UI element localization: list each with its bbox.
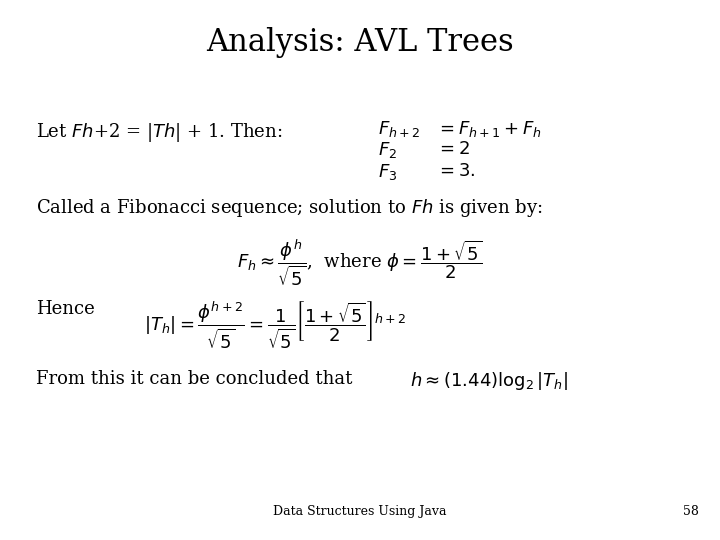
Text: $= F_{h+1}+F_h$: $= F_{h+1}+F_h$ [436, 119, 541, 139]
Text: Let $\mathit{Fh}$+2 = |$\mathit{Th}$| + 1. Then:: Let $\mathit{Fh}$+2 = |$\mathit{Th}$| + … [36, 122, 282, 145]
Text: Hence: Hence [36, 300, 95, 318]
Text: Analysis: AVL Trees: Analysis: AVL Trees [206, 27, 514, 58]
Text: Called a Fibonacci sequence; solution to $\mathit{Fh}$ is given by:: Called a Fibonacci sequence; solution to… [36, 197, 543, 219]
Text: $= 3.$: $= 3.$ [436, 162, 475, 180]
Text: From this it can be concluded that: From this it can be concluded that [36, 370, 352, 388]
Text: $h \approx (1.44)\log_2 |T_h|$: $h \approx (1.44)\log_2 |T_h|$ [410, 370, 568, 392]
Text: $F_2$: $F_2$ [378, 140, 397, 160]
Text: $= 2$: $= 2$ [436, 140, 469, 158]
Text: $F_h \approx \dfrac{\phi^h}{\sqrt{5}}$,  where $\phi = \dfrac{1+\sqrt{5}}{2}$: $F_h \approx \dfrac{\phi^h}{\sqrt{5}}$, … [238, 238, 482, 288]
Text: $F_3$: $F_3$ [378, 162, 397, 182]
Text: $F_{h+2}$: $F_{h+2}$ [378, 119, 420, 139]
Text: Data Structures Using Java: Data Structures Using Java [274, 505, 446, 518]
Text: 58: 58 [683, 505, 698, 518]
Text: $|T_h| = \dfrac{\phi^{h+2}}{\sqrt{5}} = \dfrac{1}{\sqrt{5}}\left[\dfrac{1+\sqrt{: $|T_h| = \dfrac{\phi^{h+2}}{\sqrt{5}} = … [144, 300, 407, 351]
